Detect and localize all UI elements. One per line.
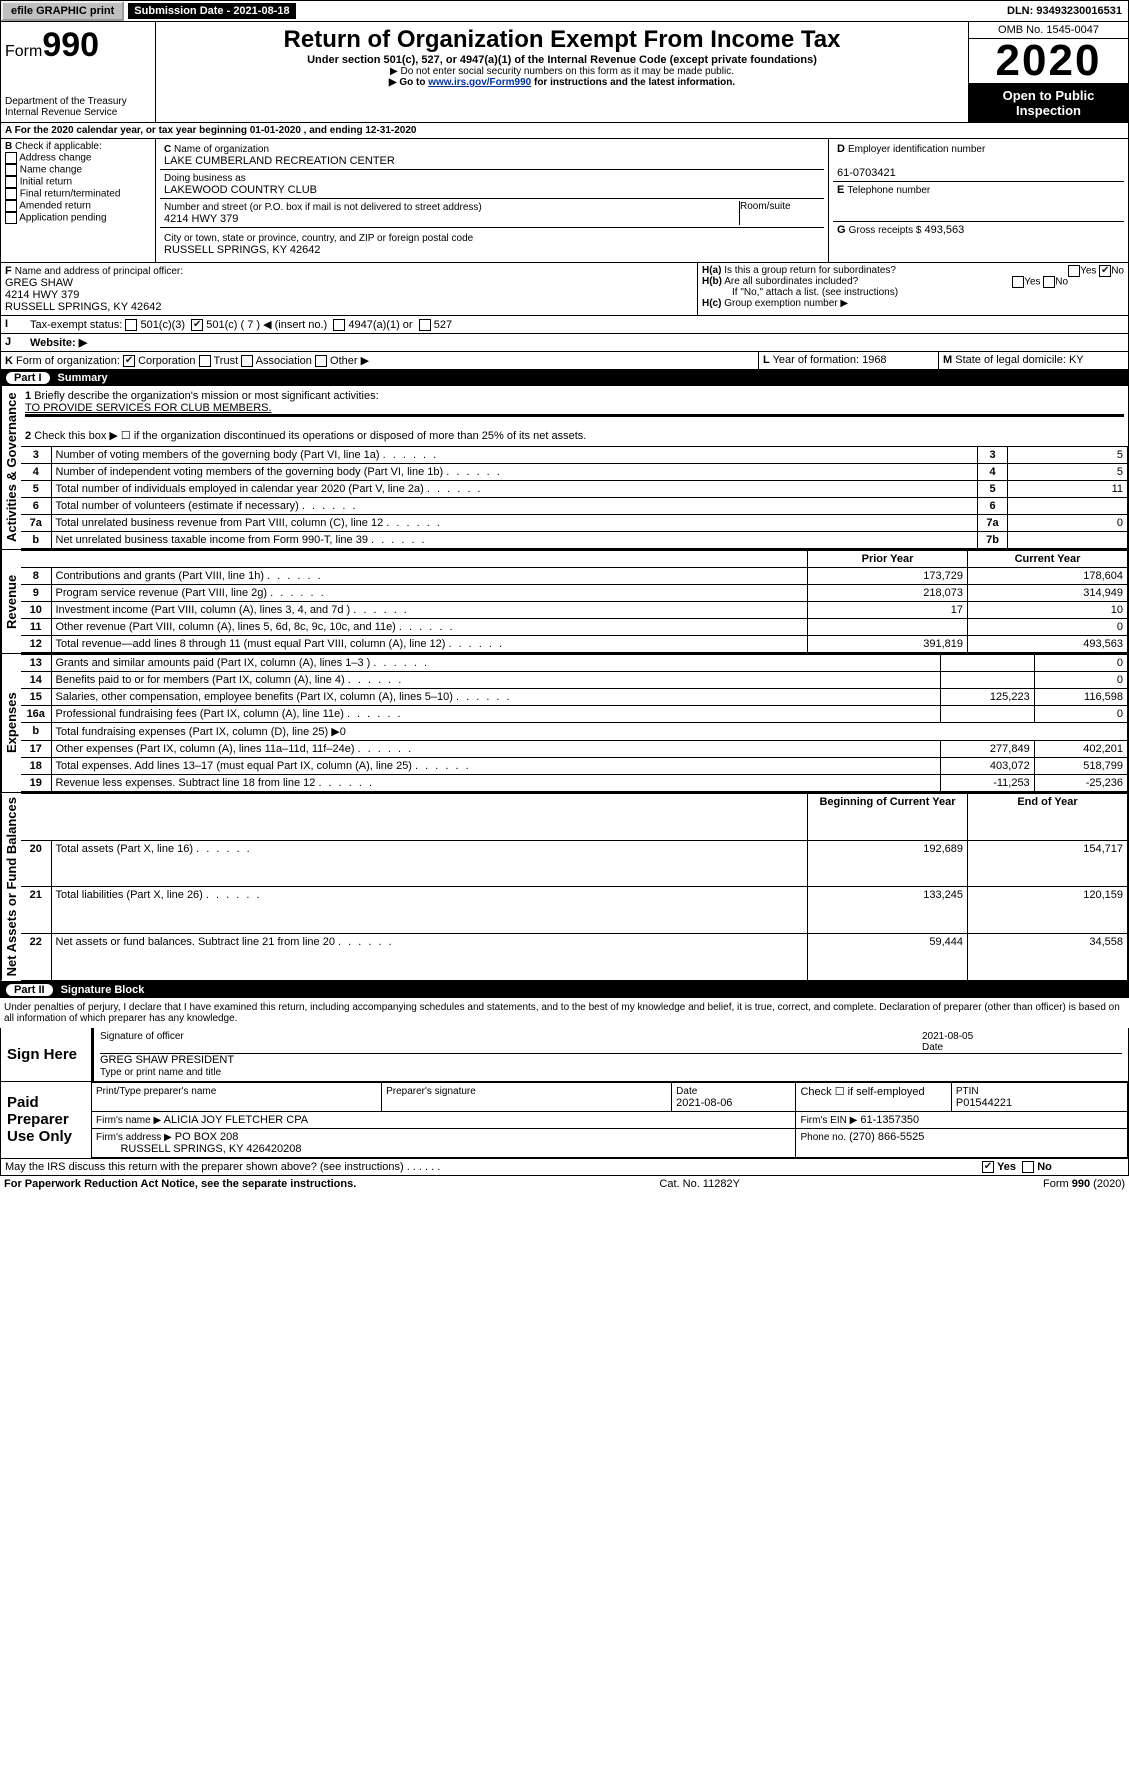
form-footer: Form 990 (2020) <box>1043 1178 1125 1190</box>
ptin: P01544221 <box>956 1097 1012 1109</box>
form-of-organization: K Form of organization: Corporation Trus… <box>1 352 758 369</box>
gross-receipts: 493,563 <box>925 224 965 236</box>
instructions-link[interactable]: www.irs.gov/Form990 <box>428 77 531 88</box>
line-a-tax-year: A For the 2020 calendar year, or tax yea… <box>1 123 420 138</box>
sign-here-label: Sign Here <box>1 1028 91 1081</box>
section-expenses: Expenses <box>1 654 21 792</box>
expenses-table: 13Grants and similar amounts paid (Part … <box>21 654 1128 792</box>
section-activities-governance: Activities & Governance <box>1 386 21 549</box>
checkbox-name-change[interactable]: Name change <box>5 164 151 176</box>
form-subtitle: Under section 501(c), 527, or 4947(a)(1)… <box>162 54 962 66</box>
telephone-label: Telephone number <box>847 185 930 196</box>
catalog-number: Cat. No. 11282Y <box>659 1178 740 1190</box>
mission-statement: TO PROVIDE SERVICES FOR CLUB MEMBERS. <box>25 402 1124 414</box>
checkbox-address-change[interactable]: Address change <box>5 152 151 164</box>
firm-ein: 61-1357350 <box>860 1114 919 1126</box>
officer-addr2: RUSSELL SPRINGS, KY 42642 <box>5 301 162 313</box>
firm-name: ALICIA JOY FLETCHER CPA <box>164 1114 308 1126</box>
paid-preparer-label: Paid Preparer Use Only <box>1 1082 91 1158</box>
firm-address: PO BOX 208 <box>175 1131 239 1143</box>
firm-phone: (270) 866-5525 <box>849 1131 924 1143</box>
net-assets-table: Beginning of Current YearEnd of Year20To… <box>21 793 1128 980</box>
signature-date: 2021-08-05 <box>922 1031 973 1042</box>
dept-label: Department of the Treasury Internal Reve… <box>5 96 155 118</box>
tax-year: 2020 <box>969 39 1128 84</box>
section-b-checkboxes: B Check if applicable: Address change Na… <box>1 139 156 262</box>
part-ii-header: Part IISignature Block <box>0 982 1129 998</box>
revenue-table: Prior YearCurrent Year8Contributions and… <box>21 550 1128 653</box>
officer-name: GREG SHAW <box>5 277 73 289</box>
form-header: Form990 Department of the Treasury Inter… <box>0 22 1129 123</box>
street-address: 4214 HWY 379 <box>164 213 238 225</box>
checkbox-amended-return[interactable]: Amended return <box>5 200 151 212</box>
tax-exempt-status: Tax-exempt status: 501(c)(3) 501(c) ( 7 … <box>26 316 1128 333</box>
ssn-notice: Do not enter social security numbers on … <box>162 66 962 77</box>
section-net-assets: Net Assets or Fund Balances <box>1 793 21 980</box>
instructions-link-line: ▶ Go to www.irs.gov/Form990 for instruct… <box>162 77 962 88</box>
section-revenue: Revenue <box>1 550 21 653</box>
self-employed-check[interactable]: Check ☐ if self-employed <box>796 1082 951 1111</box>
top-toolbar: efile GRAPHIC print Submission Date - 20… <box>0 0 1129 22</box>
room-suite-label: Room/suite <box>740 201 820 225</box>
submission-date-label: Submission Date - 2021-08-18 <box>128 3 295 19</box>
ein: 61-0703421 <box>837 167 896 179</box>
efile-print-button[interactable]: efile GRAPHIC print <box>1 1 124 21</box>
signature-officer-label: Signature of officer <box>100 1031 922 1053</box>
checkbox-application-pending[interactable]: Application pending <box>5 212 151 224</box>
open-inspection-badge: Open to Public Inspection <box>969 84 1128 122</box>
governance-table: 3Number of voting members of the governi… <box>21 446 1128 549</box>
checkbox-initial-return[interactable]: Initial return <box>5 176 151 188</box>
checkbox-final-return-terminated[interactable]: Final return/terminated <box>5 188 151 200</box>
pra-notice: For Paperwork Reduction Act Notice, see … <box>4 1178 356 1190</box>
officer-printed-name: GREG SHAW PRESIDENT <box>100 1054 234 1066</box>
website-label: Website: ▶ <box>26 334 91 351</box>
form-number: Form990 <box>5 26 151 65</box>
preparer-date: 2021-08-06 <box>676 1097 732 1109</box>
form-title: Return of Organization Exempt From Incom… <box>162 26 962 54</box>
perjury-statement: Under penalties of perjury, I declare th… <box>0 998 1129 1028</box>
org-name: LAKE CUMBERLAND RECREATION CENTER <box>164 155 395 167</box>
officer-addr1: 4214 HWY 379 <box>5 289 79 301</box>
city-state-zip: RUSSELL SPRINGS, KY 42642 <box>164 244 321 256</box>
year-formation: 1968 <box>862 354 886 366</box>
dba-name: LAKEWOOD COUNTRY CLUB <box>164 184 317 196</box>
part-i-header: Part ISummary <box>0 370 1129 386</box>
state-domicile: KY <box>1069 354 1084 366</box>
discuss-preparer: May the IRS discuss this return with the… <box>1 1159 978 1175</box>
dln-label: DLN: 93493230016531 <box>1001 3 1128 19</box>
